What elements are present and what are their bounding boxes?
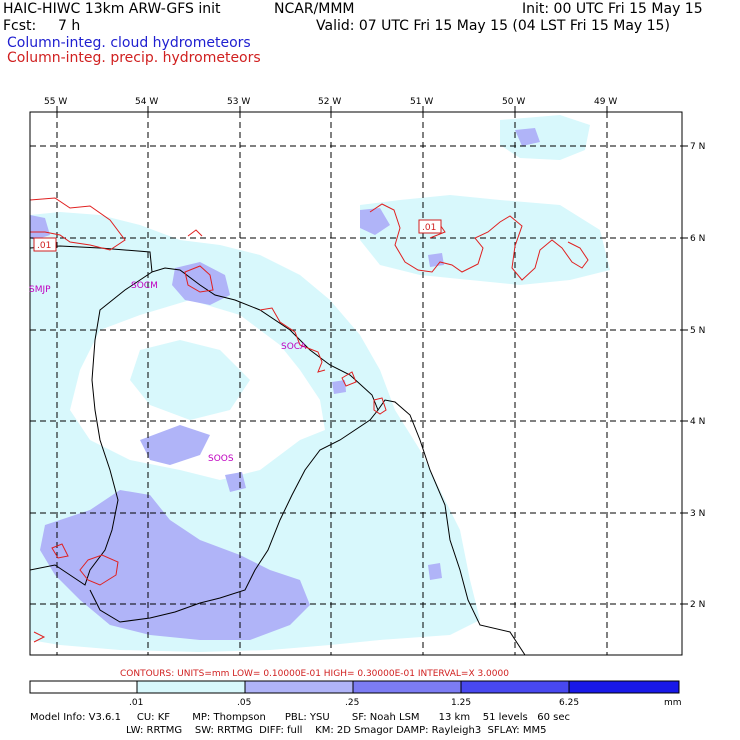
contour-info: CONTOURS: UNITS=mm LOW= 0.10000E-01 HIGH… <box>120 669 509 679</box>
lon-label-52w: 52 W <box>318 97 341 107</box>
lat-label-5n: 5 N <box>690 326 705 336</box>
organization: NCAR/MMM <box>274 1 355 17</box>
lat-label-4n: 4 N <box>690 417 705 427</box>
model-title: HAIC-HIWC 13km ARW-GFS init <box>3 1 221 17</box>
lat-label-2n: 2 N <box>690 600 705 610</box>
station-smjp: SMJP <box>29 285 51 295</box>
colorbar <box>29 680 680 694</box>
field-precip-title: Column-integ. precip. hydrometeors <box>7 50 261 66</box>
lon-label-49w: 49 W <box>594 97 617 107</box>
lat-lon-grid <box>30 112 682 655</box>
forecast-label: Fcst: <box>3 18 37 34</box>
station-soos: SOOS <box>208 454 234 464</box>
lat-label-7n: 7 N <box>690 142 705 152</box>
colorbar-tick-4: 1.25 <box>451 698 471 708</box>
colorbar-units: mm <box>664 698 682 708</box>
top-ticks <box>56 106 608 112</box>
lat-label-3n: 3 N <box>690 509 705 519</box>
cloud-shading-medium <box>40 490 310 640</box>
station-socm: SOCM <box>131 281 158 291</box>
station-soca: SOCA <box>281 342 307 352</box>
coastline-borders <box>30 245 526 655</box>
colorbar-tick-1: .01 <box>129 698 143 708</box>
footer-physics-info: LW: RRTMG SW: RRTMG DIFF: full KM: 2D Sm… <box>126 725 547 736</box>
lon-label-54w: 54 W <box>135 97 158 107</box>
lon-label-53w: 53 W <box>227 97 250 107</box>
init-time: Init: 00 UTC Fri 15 May 15 <box>522 1 703 17</box>
forecast-hours: 7 h <box>58 18 81 34</box>
lon-label-51w: 51 W <box>410 97 433 107</box>
precip-contours <box>30 197 589 643</box>
map-frame <box>29 111 683 656</box>
right-ticks <box>682 145 688 605</box>
lon-label-50w: 50 W <box>502 97 525 107</box>
colorbar-tick-2: .05 <box>237 698 251 708</box>
lat-label-6n: 6 N <box>690 234 705 244</box>
svg-text:.01: .01 <box>37 241 51 251</box>
footer-model-info: Model Info: V3.6.1 CU: KF MP: Thompson P… <box>30 712 570 723</box>
svg-text:.01: .01 <box>422 223 436 233</box>
contour-label-2: .01 <box>418 219 442 234</box>
lon-label-55w: 55 W <box>44 97 67 107</box>
contour-label-1: .01 <box>33 237 57 252</box>
colorbar-tick-3: .25 <box>345 698 359 708</box>
field-cloud-title: Column-integ. cloud hydrometeors <box>7 35 251 51</box>
valid-time: Valid: 07 UTC Fri 15 May 15 (04 LST Fri … <box>316 18 670 34</box>
shaded-fields <box>30 115 610 652</box>
colorbar-tick-5: 6.25 <box>559 698 579 708</box>
